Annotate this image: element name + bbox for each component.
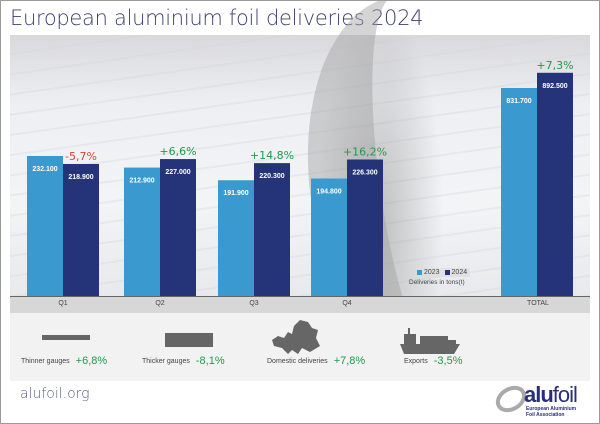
logo-swoosh-icon (495, 385, 527, 413)
bar-value-label: 191.900 (223, 190, 248, 197)
y-axis-label: Deliveries in tons(t) (409, 279, 465, 286)
bar-2024-Q1 (63, 163, 99, 296)
bar-value-label: 218.900 (68, 174, 93, 181)
bar-value-label: 892.500 (542, 83, 567, 90)
change-label: +7,3% (536, 59, 573, 72)
bar-value-label: 220.300 (259, 173, 284, 180)
bar-2024-Q3 (254, 163, 290, 296)
change-label: +14,8% (250, 149, 294, 162)
x-tick-label: Q2 (155, 300, 165, 307)
bar-2024-Q4 (347, 159, 383, 296)
bar-2023-Q1 (27, 156, 63, 296)
page-title: European aluminium foil deliveries 2024 (10, 6, 424, 30)
x-tick-label: Q3 (249, 300, 259, 307)
kpi-thinner-gauges: Thinner gauges +6,8% (21, 355, 108, 367)
bar-value-label: 831.700 (506, 98, 531, 105)
change-label: +16,2% (343, 145, 387, 158)
x-axis: Q1 Q2 Q3 Q4 TOTAL (10, 296, 590, 313)
legend-label: 2024 (451, 269, 468, 276)
legend-swatch-2024 (444, 269, 450, 275)
background-photo (10, 0, 590, 389)
bar-value-label: 227.000 (165, 169, 190, 176)
change-label: -5,7% (65, 150, 97, 163)
kpi-thicker-gauges: Thicker gauges -8,1% (142, 355, 225, 367)
thick-bar-icon (165, 333, 213, 347)
bar-2024-TOTAL (537, 72, 573, 296)
bar-chart: 232.100 218.900 -5,7% 212.900 227.000 +6,6% 19… (27, 59, 574, 296)
legend: 2023 2024 (414, 268, 471, 277)
bar-2023-Q4 (311, 178, 347, 296)
x-tick-label: Q1 (58, 300, 68, 307)
x-tick-label: TOTAL (527, 300, 549, 307)
legend-label: 2023 (424, 269, 440, 276)
bar-2024-Q2 (160, 159, 196, 296)
europe-map-icon (272, 320, 320, 354)
bar-2023-Q2 (124, 167, 160, 296)
kpi-domestic-deliveries: Domestic deliveries +7,8% (267, 355, 366, 367)
alufoil-logo: alufoil European Aluminium Foil Associati… (490, 380, 590, 420)
bar-2023-Q3 (218, 180, 254, 296)
bar-value-label: 212.900 (129, 178, 154, 185)
legend-swatch-2023 (417, 269, 422, 275)
change-label: +6,6% (159, 145, 196, 158)
bar-value-label: 194.800 (316, 188, 341, 195)
x-tick-label: Q4 (342, 300, 352, 307)
bar-2023-TOTAL (501, 88, 537, 296)
thin-bar-icon (42, 335, 90, 340)
cargo-ship-icon (400, 328, 460, 354)
website-link[interactable]: alufoil.org (20, 386, 90, 402)
bar-value-label: 232.100 (32, 166, 57, 173)
kpi-exports: Exports -3,5% (404, 355, 463, 367)
bar-value-label: 226.300 (352, 169, 377, 176)
